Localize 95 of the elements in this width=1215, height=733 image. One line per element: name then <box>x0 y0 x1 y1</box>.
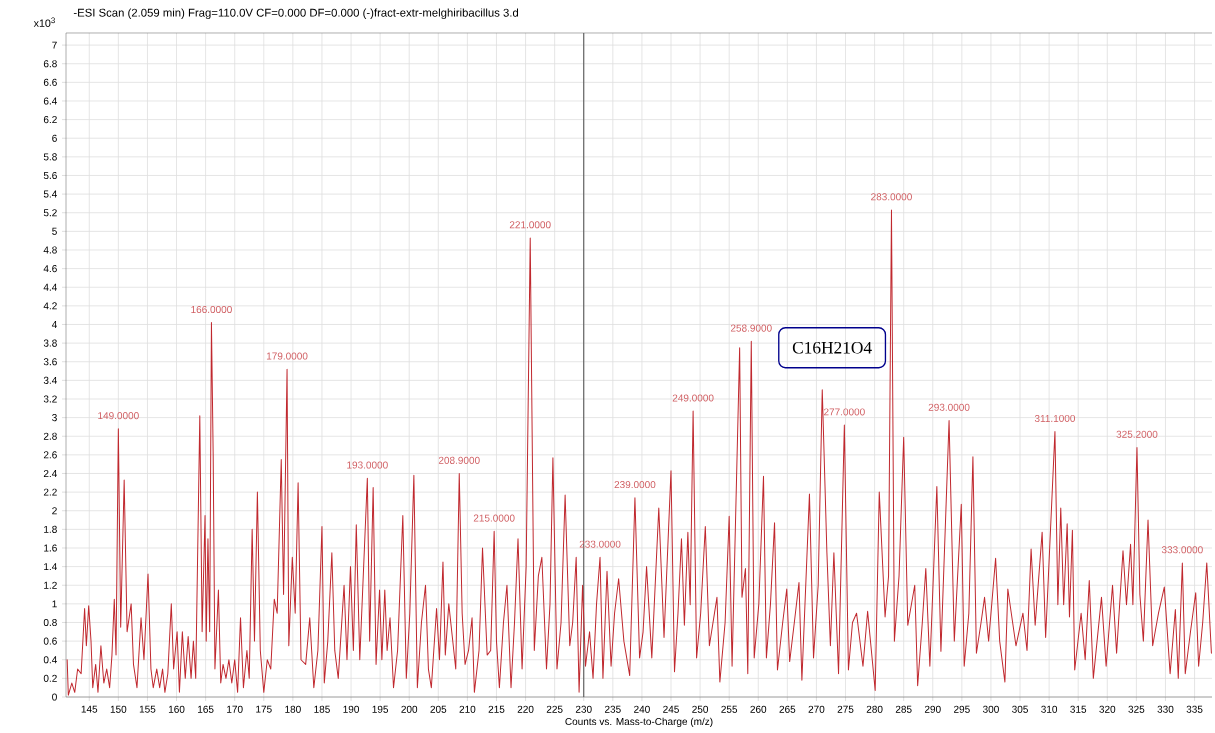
y-tick-label: 6.2 <box>43 116 57 124</box>
x-tick-label: 260 <box>750 705 767 713</box>
x-tick-label: 315 <box>1070 705 1087 713</box>
y-tick-label: 0.8 <box>43 618 57 627</box>
y-tick-label: 4.6 <box>43 265 57 273</box>
y-tick-label: 1.6 <box>44 544 57 552</box>
annotation: 311.1000 <box>1034 414 1076 422</box>
annotation: 283.0000 <box>871 193 912 201</box>
y-tick-label: 3 <box>52 414 57 422</box>
y-tick-label: 5.2 <box>43 209 57 217</box>
x-tick-label: 325 <box>1128 705 1145 713</box>
x-tick-label: 320 <box>1099 705 1116 713</box>
x-tick-label: 270 <box>808 705 825 713</box>
x-tick-label: 160 <box>168 705 185 713</box>
annotation: 193.0000 <box>347 461 388 469</box>
x-tick-label: 170 <box>227 705 243 713</box>
x-tick-label: 280 <box>866 705 883 713</box>
x-tick-label: 195 <box>372 705 389 713</box>
annotation: 249.0000 <box>672 394 714 402</box>
x-tick-label: 290 <box>924 705 941 713</box>
x-tick-label: 165 <box>198 705 214 713</box>
annotation: 179.0000 <box>266 352 308 360</box>
y-tick-label: 1.4 <box>44 563 57 571</box>
x-axis-title: Counts vs. Mass-to-Charge (m/z) <box>565 717 713 728</box>
y-tick-label: 3.6 <box>43 358 57 366</box>
y-tick-label: 3.2 <box>43 395 57 403</box>
x-tick-label: 190 <box>343 705 359 713</box>
y-tick-label: 1.2 <box>44 581 57 589</box>
chart-title: -ESI Scan (2.059 min) Frag=110.0V CF=0.000 DF=0.000 (-)fract-extr-melghiribacillus 3.d <box>73 8 519 19</box>
y-tick-label: 6.4 <box>43 97 57 105</box>
x-tick-label: 300 <box>982 705 999 713</box>
y-tick-label: 2.2 <box>43 488 57 496</box>
x-tick-label: 180 <box>285 705 301 713</box>
y-tick-label: 6.6 <box>43 78 57 86</box>
x-tick-label: 245 <box>663 705 679 713</box>
y-tick-label: 5 <box>52 227 57 235</box>
x-tick-label: 225 <box>546 705 563 713</box>
x-tick-label: 215 <box>488 705 505 713</box>
y-tick-label: 4 <box>51 321 57 328</box>
y-tick-label: 0.6 <box>43 637 57 645</box>
x-tick-label: 275 <box>837 705 854 713</box>
y-tick-label: 1 <box>52 600 57 608</box>
x-tick-label: 240 <box>634 705 650 713</box>
y-tick-label: 2.8 <box>43 432 57 440</box>
y-tick-label: 5.8 <box>43 153 57 161</box>
y-tick-label: 0 <box>52 693 57 701</box>
annotation: 149.0000 <box>98 412 139 420</box>
x-tick-label: 285 <box>895 705 912 713</box>
y-tick-label: 3.4 <box>43 376 57 384</box>
x-tick-label: 155 <box>139 705 156 713</box>
y-tick-label: 4.8 <box>43 246 57 254</box>
annotation: 258.9000 <box>730 324 772 332</box>
y-tick-label: 2 <box>52 507 57 515</box>
x-tick-label: 255 <box>721 705 738 713</box>
annotation: 239.0000 <box>614 481 656 489</box>
annotation: 221.0000 <box>509 221 551 229</box>
x-tick-label: 200 <box>401 705 418 713</box>
y-tick-label: 4.4 <box>43 283 57 291</box>
y-tick-label: 2.4 <box>43 470 57 477</box>
annotation: 166.0000 <box>191 305 232 314</box>
annotation: 333.0000 <box>1161 546 1203 554</box>
y-tick-label: 0.2 <box>43 674 57 682</box>
x-tick-label: 305 <box>1012 705 1028 713</box>
y-axis-title: x10$^{3}$ <box>33 17 55 27</box>
x-tick-label: 330 <box>1157 705 1174 713</box>
x-tick-label: 145 <box>81 705 98 713</box>
y-tick-label: 3.8 <box>43 339 57 347</box>
annotation: 215.0000 <box>473 514 515 522</box>
x-tick-label: 250 <box>692 705 709 713</box>
x-tick-label: 265 <box>779 705 796 713</box>
x-tick-label: 205 <box>430 705 447 713</box>
x-tick-label: 150 <box>110 705 127 713</box>
y-tick-label: 6.8 <box>43 60 57 68</box>
x-tick-label: 220 <box>517 705 534 713</box>
annotation: C16H21O4 <box>792 341 872 354</box>
annotation: 325.2000 <box>1116 430 1158 438</box>
y-tick-label: 5.4 <box>43 190 57 198</box>
x-tick-label: 210 <box>459 705 476 713</box>
annotation: 277.0000 <box>824 408 865 416</box>
y-tick-label: 1.8 <box>44 525 57 533</box>
y-tick-label: 6 <box>52 134 57 142</box>
x-tick-label: 230 <box>575 705 592 713</box>
x-tick-label: 175 <box>256 705 272 713</box>
x-tick-label: 185 <box>314 705 330 713</box>
x-tick-label: 235 <box>604 705 621 713</box>
y-tick-label: 0.4 <box>43 656 57 664</box>
y-tick-label: 5.6 <box>43 171 57 180</box>
annotation: 208.9000 <box>438 456 480 464</box>
x-tick-label: 295 <box>954 705 970 713</box>
x-tick-label: 310 <box>1041 705 1058 713</box>
y-tick-label: 4.2 <box>43 302 57 310</box>
annotation: 293.0000 <box>928 403 970 411</box>
y-tick-label: 2.6 <box>43 451 57 459</box>
y-tick-label: 7 <box>52 41 57 49</box>
x-tick-label: 335 <box>1186 705 1203 713</box>
